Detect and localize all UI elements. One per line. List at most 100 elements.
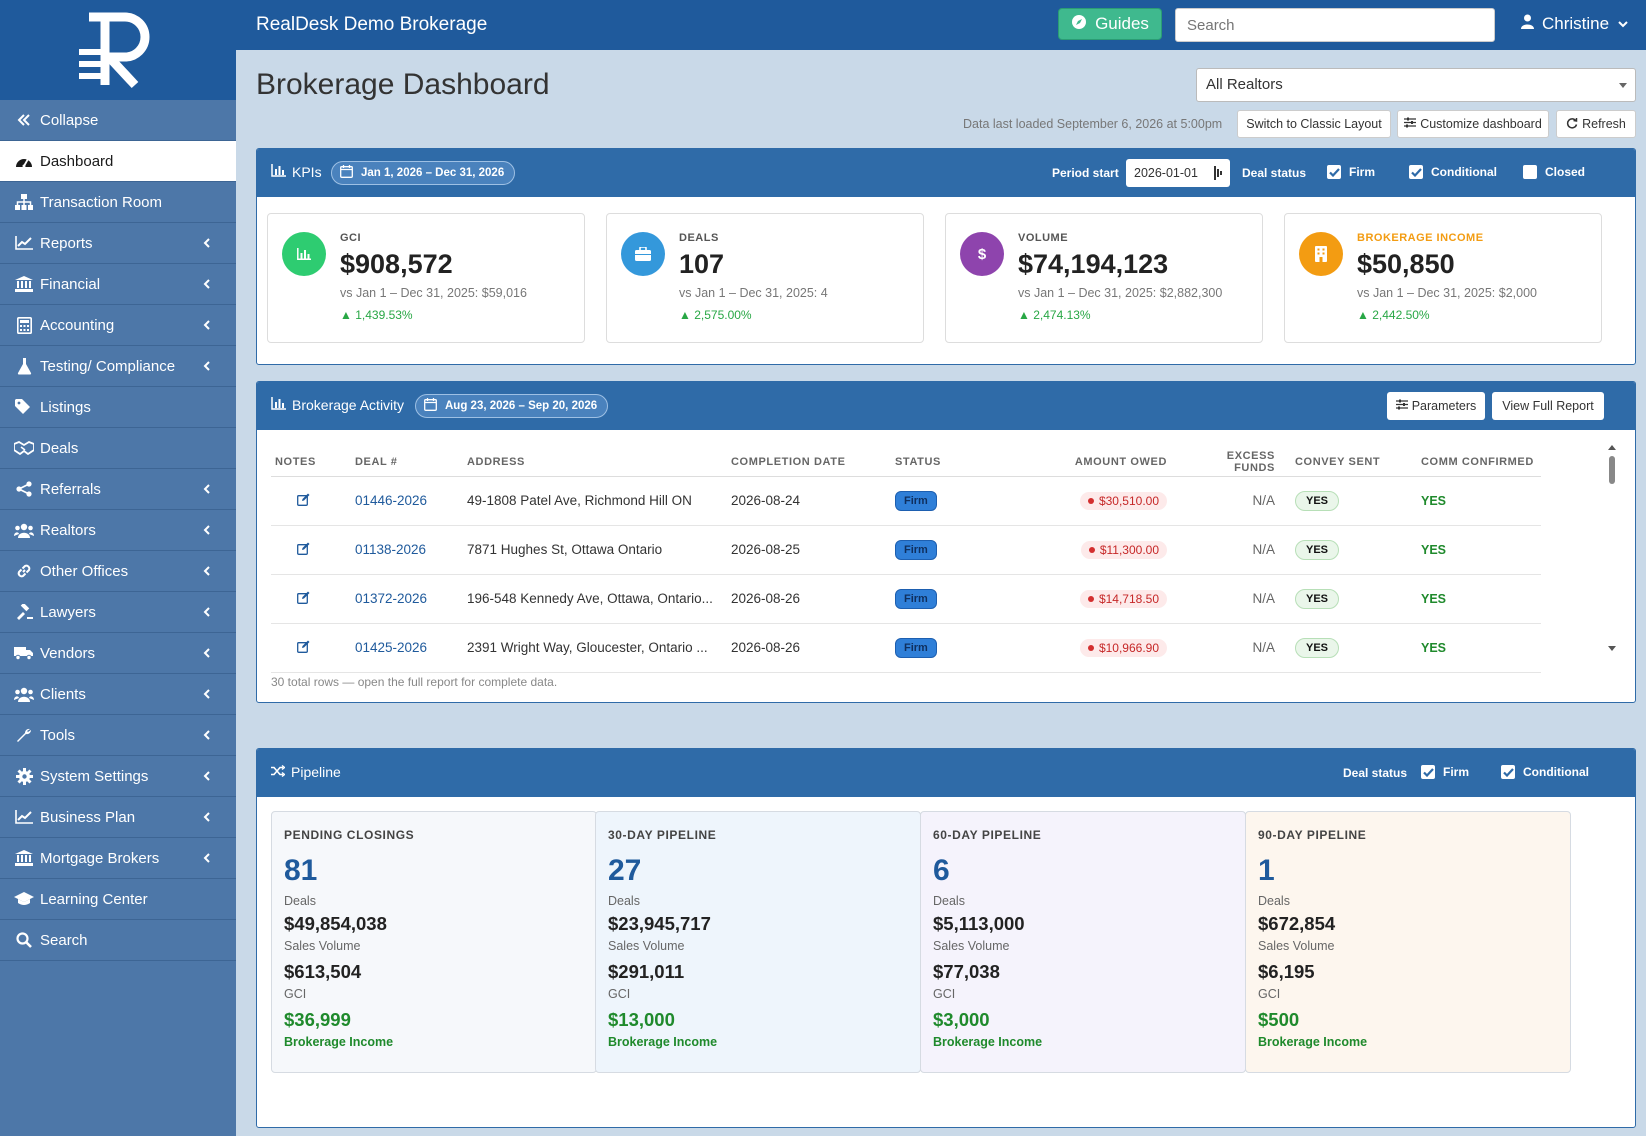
chevron-left-icon xyxy=(202,605,216,619)
sidebar-item-reports[interactable]: Reports xyxy=(0,223,236,264)
deal-cell[interactable]: 01372-2026 xyxy=(349,574,461,624)
kpi-title: KPIs xyxy=(271,164,322,180)
page-title: Brokerage Dashboard xyxy=(256,68,550,101)
notes-cell[interactable] xyxy=(271,623,349,673)
dashboard-icon xyxy=(13,152,35,170)
sidebar-item-listings[interactable]: Listings xyxy=(0,387,236,428)
sidebar-item-business-plan[interactable]: Business Plan xyxy=(0,797,236,838)
deal-cell[interactable]: 01138-2026 xyxy=(349,525,461,575)
users-icon xyxy=(13,521,35,539)
pipeline-filter-conditional[interactable]: Conditional xyxy=(1501,765,1589,779)
notes-cell[interactable] xyxy=(271,574,349,624)
checkbox[interactable] xyxy=(1523,165,1537,179)
view-full-report-button[interactable]: View Full Report xyxy=(1492,392,1604,420)
search-input[interactable] xyxy=(1175,8,1495,42)
table-row[interactable]: 01446-2026 49-1808 Patel Ave, Richmond Hi… xyxy=(271,476,1541,526)
sidebar-item-collapse[interactable]: Collapse xyxy=(0,100,236,141)
notes-cell[interactable] xyxy=(271,525,349,575)
table-scrollbar[interactable] xyxy=(1607,442,1617,654)
checkbox[interactable] xyxy=(1421,765,1435,779)
sidebar-item-label: Deals xyxy=(40,439,79,457)
amount-owed-value: $30,510.00 xyxy=(1098,493,1159,508)
refresh-button[interactable]: Refresh xyxy=(1556,110,1636,138)
sidebar-item-financial[interactable]: Financial xyxy=(0,264,236,305)
convey-sent-badge: YES xyxy=(1295,588,1340,609)
user-menu[interactable]: Christine xyxy=(1521,14,1629,34)
sidebar-item-vendors[interactable]: Vendors xyxy=(0,633,236,674)
pipeline-sales-volume: $5,113,000 xyxy=(933,913,1025,934)
kpi-date-range-pill[interactable]: Jan 1, 2026 – Dec 31, 2026 xyxy=(331,161,516,185)
edit-note-icon[interactable] xyxy=(297,591,310,607)
sidebar-item-accounting[interactable]: Accounting xyxy=(0,305,236,346)
notes-cell[interactable] xyxy=(271,476,349,526)
checkbox[interactable] xyxy=(1327,165,1341,179)
customize-dashboard-button[interactable]: Customize dashboard xyxy=(1397,110,1549,138)
checkbox[interactable] xyxy=(1501,765,1515,779)
deal-link[interactable]: 01138-2026 xyxy=(355,542,427,557)
kpi-filter-conditional[interactable]: Conditional xyxy=(1409,165,1497,179)
completion-date-cell: 2026-08-26 xyxy=(725,574,889,624)
top-bar: RealDesk Demo Brokerage Guides Christine xyxy=(236,0,1646,50)
guides-button[interactable]: Guides xyxy=(1058,8,1162,40)
kpi-label: DEALS xyxy=(679,232,719,244)
realtor-select[interactable]: All Realtors xyxy=(1196,68,1636,102)
table-row[interactable]: 01138-2026 7871 Hughes St, Ottawa Ontario… xyxy=(271,525,1541,575)
parameters-button[interactable]: Parameters xyxy=(1387,392,1485,420)
edit-note-icon[interactable] xyxy=(297,640,310,656)
column-header-notes[interactable]: NOTES xyxy=(271,448,349,477)
column-header-completion-date[interactable]: COMPLETION DATE xyxy=(725,448,889,477)
sidebar-item-search[interactable]: Search xyxy=(0,920,236,961)
edit-note-icon[interactable] xyxy=(297,493,310,509)
sidebar-item-lawyers[interactable]: Lawyers xyxy=(0,592,236,633)
column-header-address[interactable]: ADDRESS xyxy=(461,448,725,477)
sidebar-item-learning-center[interactable]: Learning Center xyxy=(0,879,236,920)
deal-link[interactable]: 01425-2026 xyxy=(355,640,428,655)
table-row[interactable]: 01425-2026 2391 Wright Way, Gloucester, O… xyxy=(271,623,1541,673)
deal-link[interactable]: 01446-2026 xyxy=(355,493,428,508)
brand-logo[interactable] xyxy=(0,0,236,100)
sidebar-item-dashboard[interactable]: Dashboard xyxy=(0,141,236,182)
switch-classic-layout-button[interactable]: Switch to Classic Layout xyxy=(1237,110,1391,138)
sidebar-item-tools[interactable]: Tools xyxy=(0,715,236,756)
completion-date-cell: 2026-08-25 xyxy=(725,525,889,575)
address-cell: 196-548 Kennedy Ave, Ottawa, Ontario... xyxy=(461,574,725,624)
period-start-value: 2026-01-01 xyxy=(1134,166,1198,180)
sidebar-item-system-settings[interactable]: System Settings xyxy=(0,756,236,797)
sidebar-item-realtors[interactable]: Realtors xyxy=(0,510,236,551)
bank-icon xyxy=(13,275,35,293)
sidebar-item-other-offices[interactable]: Other Offices xyxy=(0,551,236,592)
deal-link[interactable]: 01372-2026 xyxy=(355,591,428,606)
comm-confirmed-cell: YES xyxy=(1415,525,1541,575)
status-cell: Firm xyxy=(889,574,1041,624)
excess-funds-cell: N/A xyxy=(1181,623,1289,673)
deal-cell[interactable]: 01425-2026 xyxy=(349,623,461,673)
pipeline-filter-firm[interactable]: Firm xyxy=(1421,765,1469,779)
sidebar-item-deals[interactable]: Deals xyxy=(0,428,236,469)
sidebar-item-transaction-room[interactable]: Transaction Room xyxy=(0,182,236,223)
column-header-deal[interactable]: DEAL # xyxy=(349,448,461,477)
pipeline-gci-label: GCI xyxy=(284,987,307,1001)
sidebar-item-clients[interactable]: Clients xyxy=(0,674,236,715)
kpi-filter-firm[interactable]: Firm xyxy=(1327,165,1375,179)
kpi-value: $908,572 xyxy=(340,249,453,279)
pipeline-card-30-day-pipeline: 30-DAY PIPELINE 27 Deals $23,945,717 Sales V… xyxy=(595,811,921,1073)
kpi-filter-closed[interactable]: Closed xyxy=(1523,165,1585,179)
column-header-status[interactable]: STATUS xyxy=(889,448,1041,477)
sidebar-item-mortgage-brokers[interactable]: Mortgage Brokers xyxy=(0,838,236,879)
deal-cell[interactable]: 01446-2026 xyxy=(349,476,461,526)
edit-note-icon[interactable] xyxy=(297,542,310,558)
column-header-excess-funds[interactable]: EXCESS FUNDS xyxy=(1181,448,1289,477)
checkbox[interactable] xyxy=(1409,165,1423,179)
column-header-convey-sent[interactable]: CONVEY SENT xyxy=(1289,448,1415,477)
sidebar-item-referrals[interactable]: Referrals xyxy=(0,469,236,510)
activity-date-range-pill[interactable]: Aug 23, 2026 – Sep 20, 2026 xyxy=(415,394,609,418)
chevron-left-icon xyxy=(202,564,216,578)
chevron-left-icon xyxy=(202,482,216,496)
pipeline-brokerage-income-label: Brokerage Income xyxy=(284,1035,394,1049)
view-full-report-label: View Full Report xyxy=(1502,399,1594,413)
sidebar-item-testing-compliance[interactable]: Testing/ Compliance xyxy=(0,346,236,387)
table-row[interactable]: 01372-2026 196-548 Kennedy Ave, Ottawa, O… xyxy=(271,574,1541,624)
column-header-amount-owed[interactable]: AMOUNT OWED xyxy=(1041,448,1181,477)
column-header-comm-confirmed[interactable]: COMM CONFIRMED xyxy=(1415,448,1541,477)
period-start-input[interactable]: 2026-01-01 xyxy=(1126,159,1230,187)
